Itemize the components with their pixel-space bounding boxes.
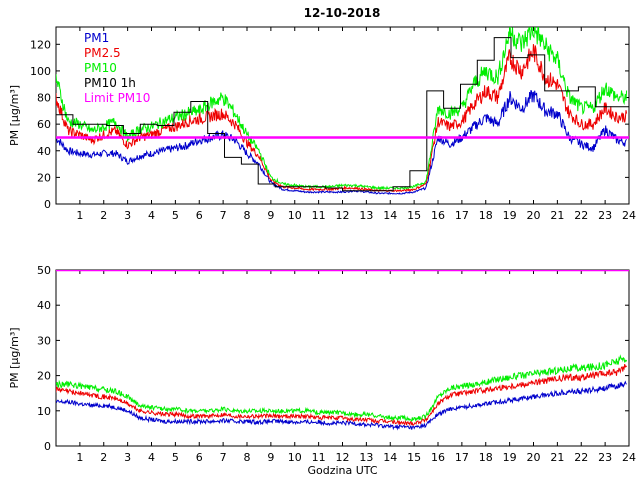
line-pm10 [56, 354, 628, 423]
bottom-y-ticks: 0 10 20 30 40 50 [37, 264, 629, 453]
x-tick-label: 8 [244, 209, 251, 222]
series-pm1 [56, 90, 627, 196]
x-tick-label: 3 [124, 451, 131, 464]
series-pm10 [56, 354, 628, 423]
x-tick-label: 6 [196, 209, 203, 222]
x-tick-label: 21 [550, 451, 564, 464]
x-tick-label: 7 [220, 209, 227, 222]
x-tick-label: 18 [479, 209, 493, 222]
x-tick-label: 12 [336, 451, 350, 464]
y-tick-label: 0 [44, 198, 51, 211]
x-tick-label: 7 [220, 451, 227, 464]
y-tick-label: 60 [37, 118, 51, 131]
x-tick-label: 5 [172, 451, 179, 464]
line-pm1 [56, 380, 627, 431]
y-tick-label: 20 [37, 370, 51, 383]
y-tick-label: 30 [37, 334, 51, 347]
x-tick-label: 11 [312, 209, 326, 222]
legend-entry: PM10 [84, 61, 117, 75]
top-x-ticks: 1 2 3 4 5 6 7 8 9 10 11 12 13 14 15 16 17 18 19 20 21 22 23 24 [76, 27, 636, 222]
x-tick-label: 13 [359, 209, 373, 222]
x-tick-label: 4 [148, 209, 155, 222]
line-pm10-1h [56, 37, 629, 192]
y-tick-label: 0 [44, 440, 51, 453]
series-pm10-1h [56, 37, 629, 192]
x-tick-label: 14 [383, 209, 397, 222]
x-tick-label: 16 [431, 209, 445, 222]
x-tick-label: 20 [527, 209, 541, 222]
x-tick-label: 15 [407, 451, 421, 464]
series-pm2-5 [56, 44, 628, 193]
x-tick-label: 15 [407, 209, 421, 222]
x-tick-label: 24 [622, 209, 636, 222]
x-tick-label: 9 [267, 451, 274, 464]
x-tick-label: 2 [100, 451, 107, 464]
chart-title: 12-10-2018 [304, 6, 381, 20]
x-tick-label: 13 [359, 451, 373, 464]
x-tick-label: 19 [503, 451, 517, 464]
x-tick-label: 4 [148, 451, 155, 464]
top-plot-frame [55, 26, 630, 205]
x-tick-label: 10 [288, 451, 302, 464]
x-tick-label: 18 [479, 451, 493, 464]
line-pm2-5 [56, 44, 628, 193]
y-tick-label: 50 [37, 264, 51, 277]
x-tick-label: 8 [244, 451, 251, 464]
series-pm10 [56, 27, 628, 191]
top-series [56, 27, 629, 196]
line-pm2-5 [56, 363, 627, 427]
top-y-axis-label: PM [µg/m³] [8, 85, 21, 146]
x-tick-label: 5 [172, 209, 179, 222]
x-tick-label: 1 [76, 209, 83, 222]
x-tick-label: 16 [431, 451, 445, 464]
series-pm2-5 [56, 363, 627, 427]
x-tick-label: 11 [312, 451, 326, 464]
x-tick-label: 23 [598, 451, 612, 464]
legend-entry: PM1 [84, 31, 109, 45]
x-tick-label: 17 [455, 451, 469, 464]
y-tick-label: 20 [37, 171, 51, 184]
bottom-y-axis-label: PM [µg/m³] [8, 327, 21, 388]
x-tick-label: 19 [503, 209, 517, 222]
x-tick-label: 22 [574, 451, 588, 464]
x-tick-label: 9 [267, 209, 274, 222]
x-tick-label: 3 [124, 209, 131, 222]
bottom-x-axis-label: Godzina UTC [307, 464, 377, 477]
y-tick-label: 80 [37, 92, 51, 105]
legend-entry: PM10 1h [84, 76, 136, 90]
bottom-x-ticks: 1 2 3 4 5 6 7 8 9 10 11 12 13 14 15 16 17 18 19 20 21 22 23 24 [76, 270, 636, 464]
x-tick-label: 10 [288, 209, 302, 222]
top-y-ticks: 0 20 40 60 80 100 120 [30, 38, 629, 211]
y-tick-label: 120 [30, 38, 51, 51]
x-tick-label: 21 [550, 209, 564, 222]
x-tick-label: 1 [76, 451, 83, 464]
x-tick-label: 23 [598, 209, 612, 222]
x-tick-label: 24 [622, 451, 636, 464]
series-pm1 [56, 380, 627, 431]
legend-entry: PM2.5 [84, 46, 121, 60]
x-tick-label: 17 [455, 209, 469, 222]
x-tick-label: 2 [100, 209, 107, 222]
x-tick-label: 20 [527, 451, 541, 464]
x-tick-label: 22 [574, 209, 588, 222]
line-pm10 [56, 27, 628, 191]
x-tick-label: 14 [383, 451, 397, 464]
y-tick-label: 40 [37, 299, 51, 312]
line-pm1 [56, 90, 627, 196]
x-tick-label: 6 [196, 451, 203, 464]
y-tick-label: 40 [37, 145, 51, 158]
bottom-series [56, 270, 629, 431]
legend-entry: Limit PM10 [84, 91, 150, 105]
y-tick-label: 100 [30, 65, 51, 78]
x-tick-label: 12 [336, 209, 350, 222]
y-tick-label: 10 [37, 405, 51, 418]
